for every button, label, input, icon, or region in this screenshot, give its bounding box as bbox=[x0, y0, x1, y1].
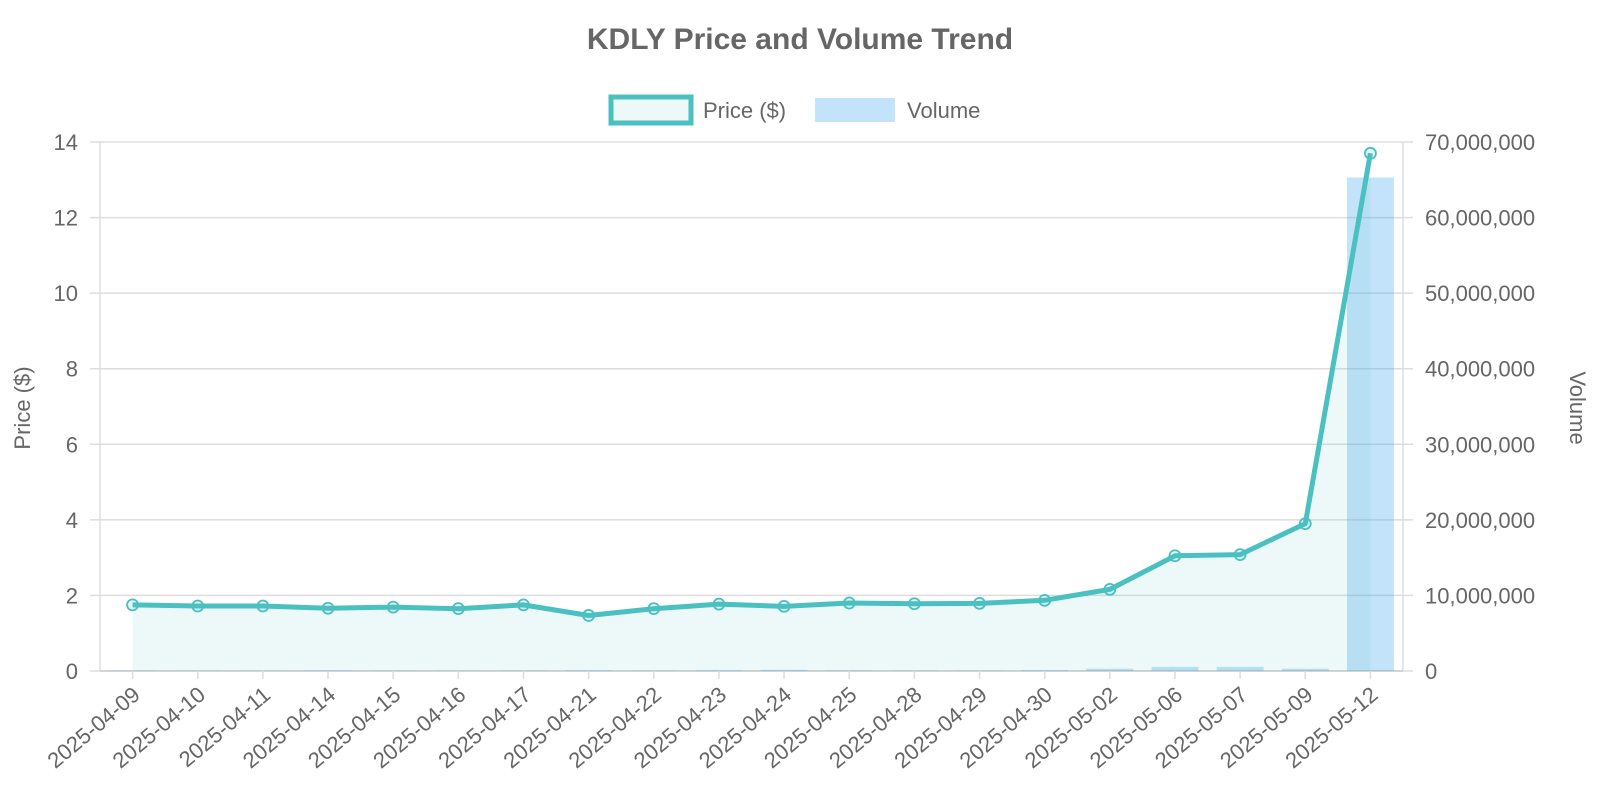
price-point[interactable] bbox=[127, 599, 138, 610]
price-points bbox=[127, 148, 1376, 621]
y-right-tick-label: 40,000,000 bbox=[1425, 357, 1535, 382]
price-point[interactable] bbox=[844, 597, 855, 608]
price-line-path bbox=[133, 153, 1371, 615]
price-point[interactable] bbox=[388, 602, 399, 613]
y-right-tick-label: 60,000,000 bbox=[1425, 206, 1535, 231]
price-point[interactable] bbox=[1169, 550, 1180, 561]
y-axis-right-title: Volume bbox=[1565, 371, 1590, 444]
price-point[interactable] bbox=[583, 610, 594, 621]
y-left-tick-label: 0 bbox=[66, 659, 78, 684]
price-point[interactable] bbox=[974, 598, 985, 609]
price-point[interactable] bbox=[648, 603, 659, 614]
price-point[interactable] bbox=[779, 601, 790, 612]
y-axis-left-title: Price ($) bbox=[10, 366, 35, 449]
y-right-tick-label: 0 bbox=[1425, 659, 1437, 684]
price-point[interactable] bbox=[1365, 148, 1376, 159]
price-area-fill bbox=[133, 153, 1371, 671]
price-area bbox=[133, 153, 1371, 671]
y-left-tick-label: 6 bbox=[66, 432, 78, 457]
y-right-tick-label: 20,000,000 bbox=[1425, 508, 1535, 533]
price-point[interactable] bbox=[192, 601, 203, 612]
price-point[interactable] bbox=[518, 599, 529, 610]
price-point[interactable] bbox=[323, 603, 334, 614]
legend-label-volume[interactable]: Volume bbox=[907, 98, 980, 123]
price-point[interactable] bbox=[1300, 518, 1311, 529]
legend-label-price[interactable]: Price ($) bbox=[703, 98, 786, 123]
y-right-tick-label: 70,000,000 bbox=[1425, 130, 1535, 155]
legend[interactable]: Price ($) Volume bbox=[611, 97, 980, 123]
price-point[interactable] bbox=[1039, 595, 1050, 606]
price-line bbox=[133, 153, 1371, 615]
y-left-tick-label: 4 bbox=[66, 508, 78, 533]
y-left-tick-label: 14 bbox=[54, 130, 78, 155]
price-point[interactable] bbox=[453, 603, 464, 614]
price-point[interactable] bbox=[1104, 584, 1115, 595]
legend-swatch-volume bbox=[815, 98, 895, 122]
price-point[interactable] bbox=[909, 598, 920, 609]
legend-swatch-price bbox=[611, 97, 691, 123]
y-left-tick-label: 12 bbox=[54, 206, 78, 231]
price-point[interactable] bbox=[257, 601, 268, 612]
y-axis-right-ticks: 0 10,000,000 20,000,000 30,000,000 40,000,00… bbox=[1425, 130, 1535, 684]
chart-title: KDLY Price and Volume Trend bbox=[587, 23, 1013, 56]
y-right-tick-label: 50,000,000 bbox=[1425, 281, 1535, 306]
y-right-tick-label: 10,000,000 bbox=[1425, 583, 1535, 608]
y-left-tick-label: 10 bbox=[54, 281, 78, 306]
y-left-tick-label: 8 bbox=[66, 357, 78, 382]
x-axis-ticks: 2025-04-092025-04-102025-04-112025-04-14… bbox=[43, 682, 1383, 773]
y-axis-left-ticks: 0 2 4 6 8 10 12 14 bbox=[54, 130, 78, 684]
price-point[interactable] bbox=[713, 599, 724, 610]
y-right-tick-label: 30,000,000 bbox=[1425, 432, 1535, 457]
price-point[interactable] bbox=[1235, 549, 1246, 560]
y-left-tick-label: 2 bbox=[66, 583, 78, 608]
